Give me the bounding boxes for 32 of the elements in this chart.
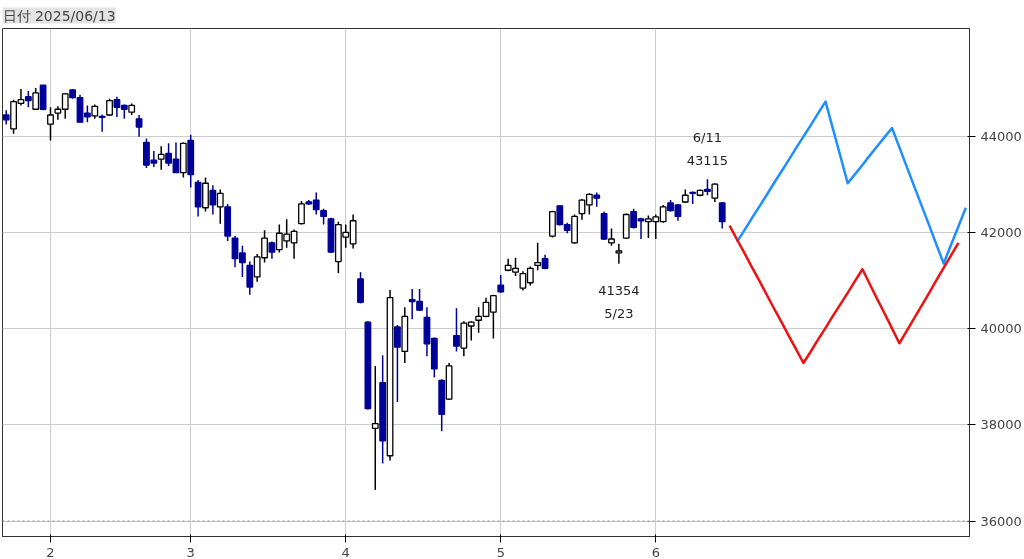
candlestick — [394, 324, 401, 403]
candlestick — [298, 200, 305, 226]
candlestick — [32, 87, 40, 111]
candlestick — [157, 145, 165, 171]
candlestick — [98, 113, 106, 133]
y-tick-label: 36000 — [980, 513, 1022, 529]
annotation: 6/11 43115 — [686, 130, 729, 169]
candlestick — [357, 271, 364, 305]
candlestick — [453, 307, 460, 353]
x-tick-label: 2 — [46, 544, 55, 559]
candlestick — [209, 184, 217, 216]
x-tick-label: 4 — [341, 544, 350, 559]
candlestick — [718, 201, 726, 230]
y-tick-label: 38000 — [980, 417, 1022, 433]
x-tick-label: 3 — [186, 544, 195, 559]
candlestick — [615, 243, 623, 265]
y-tick-label: 42000 — [980, 225, 1022, 241]
y-tick-label: 40000 — [980, 321, 1022, 337]
candlestick — [246, 260, 254, 296]
candlestick — [371, 365, 379, 491]
candlestick — [711, 182, 719, 203]
candlestick — [216, 188, 224, 225]
line-series — [735, 100, 968, 265]
x-tick-label: 6 — [651, 544, 660, 559]
candlestick — [135, 114, 143, 138]
chart-title: 日付 2025/06/13 — [2, 7, 116, 24]
x-tick-label: 5 — [496, 544, 505, 559]
candlestick — [47, 106, 54, 142]
annotation: 41354 5/23 — [598, 282, 640, 321]
line-series — [728, 224, 960, 365]
y-tick-label: 44000 — [980, 129, 1022, 145]
candlestick — [534, 242, 542, 271]
